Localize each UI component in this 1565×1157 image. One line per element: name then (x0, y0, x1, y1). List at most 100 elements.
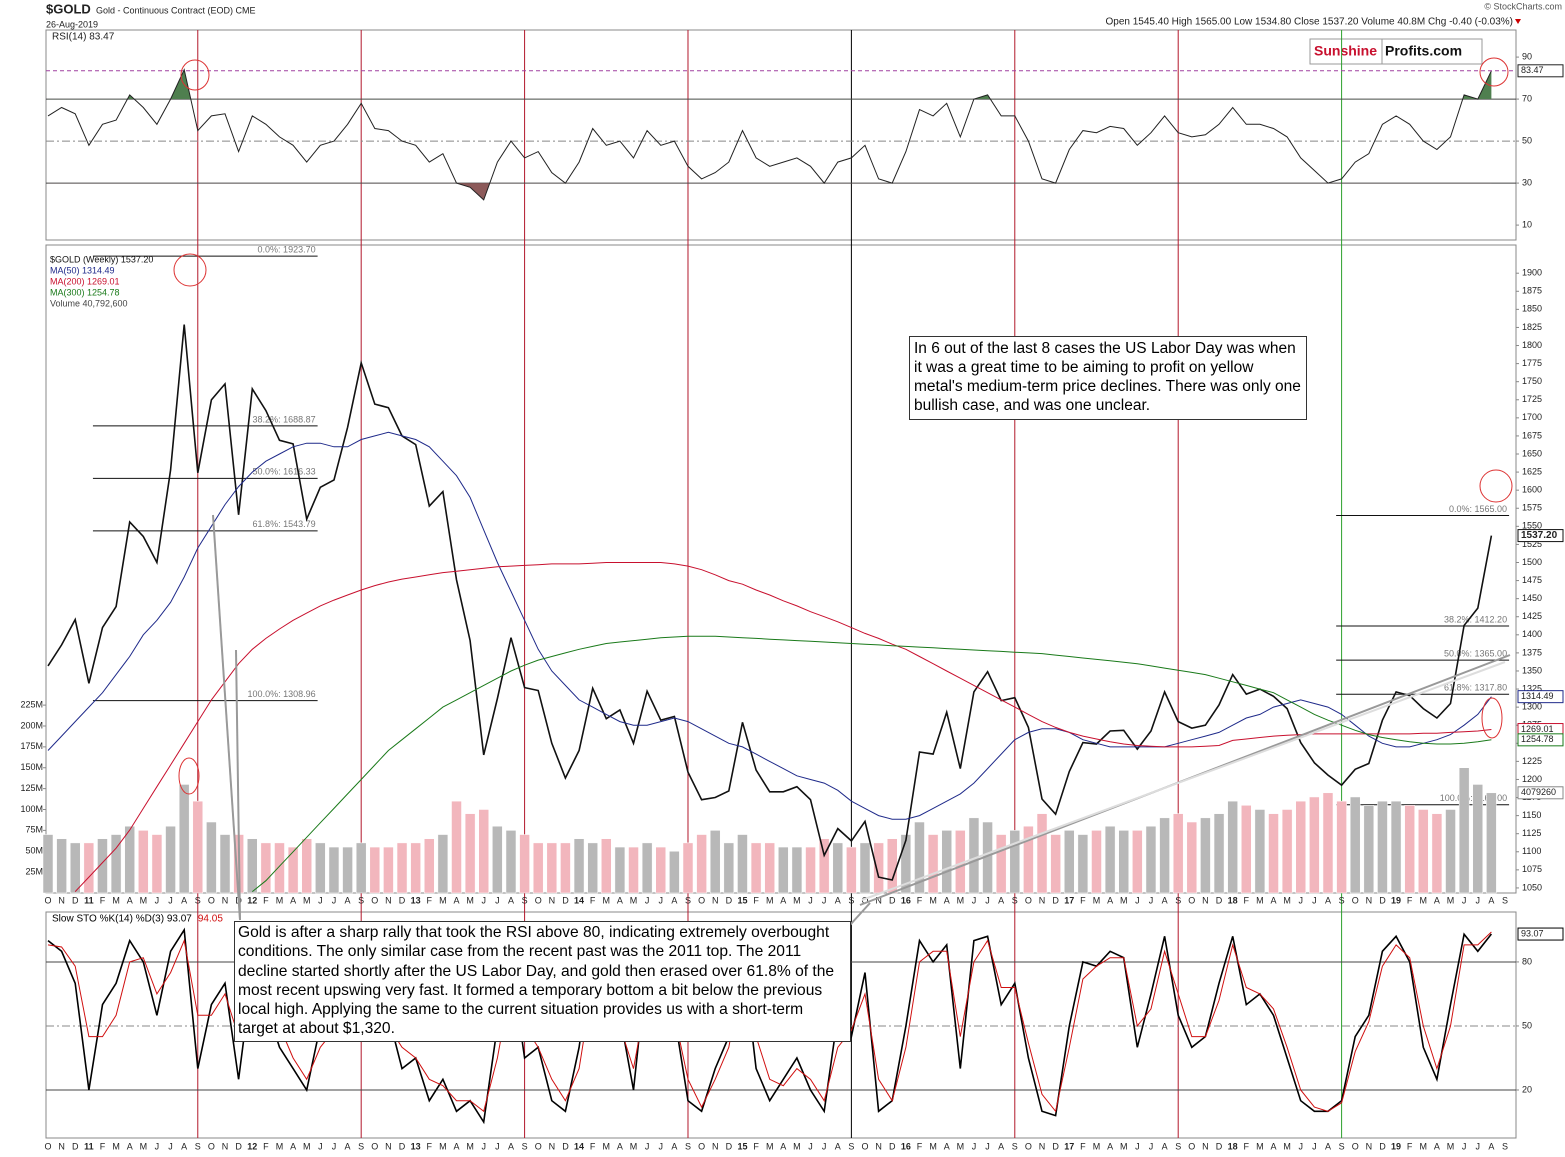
x-tick-label: J (1298, 1141, 1303, 1151)
legend-entry: MA(50) 1314.49 (50, 265, 115, 275)
x-tick-label: A (998, 1141, 1004, 1151)
end-label: 1254.78 (1521, 734, 1554, 744)
x-tick-label: A (1325, 895, 1331, 905)
volume-bar (614, 846, 626, 894)
x-tick-label: D (889, 895, 896, 905)
x-tick-label: J (1312, 1141, 1317, 1151)
x-tick-label: J (1462, 895, 1467, 905)
x-tick-label: J (822, 895, 827, 905)
x-tick-label: A (508, 1141, 514, 1151)
x-tick-label: O (1352, 1141, 1359, 1151)
chart-title: $GOLD (46, 1, 91, 16)
x-tick-label: J (1135, 1141, 1140, 1151)
panel-frame (45, 911, 1517, 1139)
series-line (47, 927, 1493, 1125)
x-tick-label: F (1407, 1141, 1413, 1151)
x-tick-label: 12 (247, 1141, 257, 1151)
y-tick-label: 1725 (1522, 394, 1542, 404)
y-tick-label: 1875 (1522, 286, 1542, 296)
x-tick-label: F (100, 1141, 106, 1151)
x-tick-label: A (1271, 895, 1277, 905)
fib-label: 61.8%: 1543.79 (253, 519, 316, 529)
y2-tick-label: 100M (20, 804, 43, 814)
y-tick-label: 1400 (1522, 629, 1542, 639)
end-label: 4079260 (1521, 787, 1556, 797)
volume-bar (369, 846, 381, 894)
x-tick-label: M (1093, 1141, 1101, 1151)
x-tick-label: F (1080, 895, 1086, 905)
x-tick-label: A (1162, 895, 1168, 905)
volume-bar (1349, 796, 1361, 894)
y-tick-label: 1350 (1522, 665, 1542, 675)
x-tick-label: 15 (737, 895, 747, 905)
x-tick-label: F (427, 1141, 433, 1151)
volume-bar (1227, 800, 1238, 894)
x-tick-label: 14 (574, 895, 584, 905)
volume-bar (178, 784, 190, 894)
y2-tick-label: 75M (25, 825, 43, 835)
x-tick-label: 14 (574, 1141, 584, 1151)
x-tick-label: A (345, 895, 351, 905)
x-tick-label: A (617, 895, 623, 905)
y-tick-label: 50 (1522, 1020, 1532, 1030)
x-tick-label: A (944, 1141, 950, 1151)
y-tick-label: 50 (1522, 135, 1532, 145)
x-tick-label: M (766, 895, 774, 905)
x-tick-label: A (1325, 1141, 1331, 1151)
volume-bar (274, 842, 285, 894)
y-tick-label: 80 (1522, 956, 1532, 966)
x-tick-label: O (1025, 1141, 1032, 1151)
y-tick-label: 1375 (1522, 647, 1542, 657)
x-tick-label: M (1420, 895, 1428, 905)
volume-bar (546, 842, 558, 894)
x-tick-label: N (58, 895, 65, 905)
volume-bar (737, 834, 748, 894)
volume-bar (750, 842, 762, 894)
x-tick-label: J (1135, 895, 1140, 905)
volume-bar (914, 821, 925, 894)
x-tick-label: A (290, 895, 296, 905)
x-tick-label: D (1216, 1141, 1223, 1151)
x-tick-label: F (590, 1141, 596, 1151)
volume-bar (328, 846, 340, 894)
legend-entry: Slow STO %K(14) %D(3) 93.07 (52, 914, 192, 925)
volume-bar (192, 800, 204, 894)
x-tick-label: J (659, 1141, 664, 1151)
x-tick-label: J (1298, 895, 1303, 905)
y-tick-label: 70 (1522, 93, 1532, 103)
x-tick-label: M (1256, 895, 1264, 905)
end-label: 1269.01 (1521, 724, 1554, 734)
x-tick-label: J (155, 1141, 160, 1151)
x-tick-label: A (835, 1141, 841, 1151)
volume-bar (1036, 813, 1048, 894)
x-tick-label: M (466, 1141, 474, 1151)
x-tick-label: O (862, 895, 869, 905)
volume-bar (846, 846, 857, 894)
y-tick-label: 1825 (1522, 322, 1542, 332)
x-tick-label: 12 (247, 895, 257, 905)
volume-bar (1172, 813, 1184, 894)
volume-bar (764, 842, 775, 894)
x-tick-label: A (127, 1141, 133, 1151)
x-tick-label: A (1107, 1141, 1113, 1151)
y-tick-label: 1525 (1522, 539, 1542, 549)
panel-frame (45, 29, 1517, 241)
fib-label: 38.2%: 1688.87 (253, 414, 316, 424)
y-tick-label: 1475 (1522, 575, 1542, 585)
x-tick-label: J (1476, 1141, 1481, 1151)
x-tick-label: 19 (1391, 895, 1401, 905)
x-tick-label: A (671, 895, 677, 905)
x-tick-label: F (917, 1141, 923, 1151)
copyright: © StockCharts.com (1484, 1, 1562, 11)
y-tick-label: 1800 (1522, 340, 1542, 350)
x-tick-label: O (535, 1141, 542, 1151)
x-tick-label: N (549, 1141, 556, 1151)
x-tick-label: A (453, 895, 459, 905)
volume-bar (315, 842, 326, 894)
x-tick-label: 16 (901, 1141, 911, 1151)
x-tick-label: A (127, 895, 133, 905)
end-label-box (1517, 64, 1564, 78)
volume-bar (1295, 800, 1306, 894)
x-tick-label: O (862, 1141, 869, 1151)
volume-bar (587, 842, 598, 894)
